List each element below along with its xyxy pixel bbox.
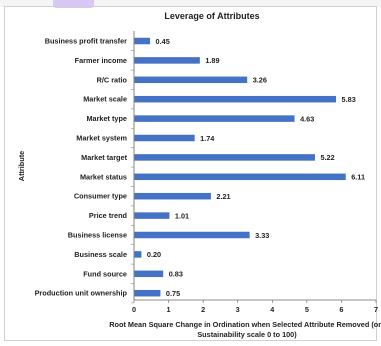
y-axis-label: Attribute (17, 151, 26, 181)
bar (134, 134, 195, 142)
category-label: Price trend (89, 211, 127, 220)
category-label: Market type (86, 114, 127, 123)
category-label: Business license (68, 231, 127, 240)
value-label: 0.45 (156, 37, 170, 46)
value-label: 4.63 (300, 114, 314, 123)
x-axis-label-line-2: Sustainability scale 0 to 100) (197, 330, 297, 339)
bar (134, 212, 170, 219)
category-label: Consumer type (74, 192, 127, 201)
bar (134, 192, 211, 200)
top-strip (0, 0, 381, 7)
value-label: 0.20 (147, 250, 161, 259)
value-label: 3.26 (253, 76, 267, 85)
category-label: Production unit ownership (35, 289, 128, 298)
top-tab[interactable] (53, 0, 94, 8)
category-label: Fund source (83, 269, 127, 278)
value-label: 5.83 (342, 95, 356, 104)
category-label: R/C ratio (97, 75, 128, 84)
category-label: Business scale (74, 250, 127, 259)
bar (134, 37, 151, 45)
chart-title: Leverage of Attributes (164, 11, 259, 21)
bars-group: Business profit transfer 0.45 Farmer incom… (35, 37, 365, 304)
value-label: 1.89 (205, 56, 219, 65)
x-ticks-group: 0 1 2 3 4 5 6 7 (132, 300, 378, 314)
x-tick-label: 5 (305, 305, 309, 314)
category-label: Market target (81, 153, 127, 162)
x-tick-label: 4 (270, 305, 275, 314)
bar (134, 231, 250, 239)
value-label: 1.74 (200, 134, 215, 143)
bar (134, 76, 248, 84)
bar (134, 115, 295, 122)
value-label: 2.21 (216, 192, 230, 201)
value-label: 0.75 (166, 289, 180, 298)
category-label: Business profit transfer (45, 37, 127, 46)
x-tick-label: 2 (201, 305, 205, 314)
x-axis-label: Root Mean Square Change in Ordination wh… (109, 320, 381, 339)
category-label: Market system (76, 134, 127, 143)
bar (134, 173, 346, 181)
x-tick-label: 1 (167, 305, 171, 314)
bar (134, 154, 315, 161)
x-tick-label: 0 (132, 305, 136, 314)
bar (134, 270, 164, 278)
category-label: Market status (80, 172, 127, 181)
bar (134, 289, 161, 297)
value-label: 6.11 (351, 173, 365, 182)
category-label: Farmer income (75, 56, 127, 65)
value-label: 0.83 (169, 270, 183, 279)
category-label: Market scale (83, 95, 127, 104)
value-label: 1.01 (175, 211, 189, 220)
x-tick-label: 6 (339, 305, 343, 314)
x-tick-label: 3 (236, 305, 240, 314)
bar (134, 95, 337, 103)
chart-frame (4, 6, 377, 341)
value-label: 5.22 (320, 153, 334, 162)
bar (134, 57, 200, 64)
bar (134, 251, 142, 258)
x-axis-label-line-1: Root Mean Square Change in Ordination wh… (109, 320, 381, 329)
x-tick-label: 7 (374, 305, 378, 314)
value-label: 3.33 (255, 231, 269, 240)
